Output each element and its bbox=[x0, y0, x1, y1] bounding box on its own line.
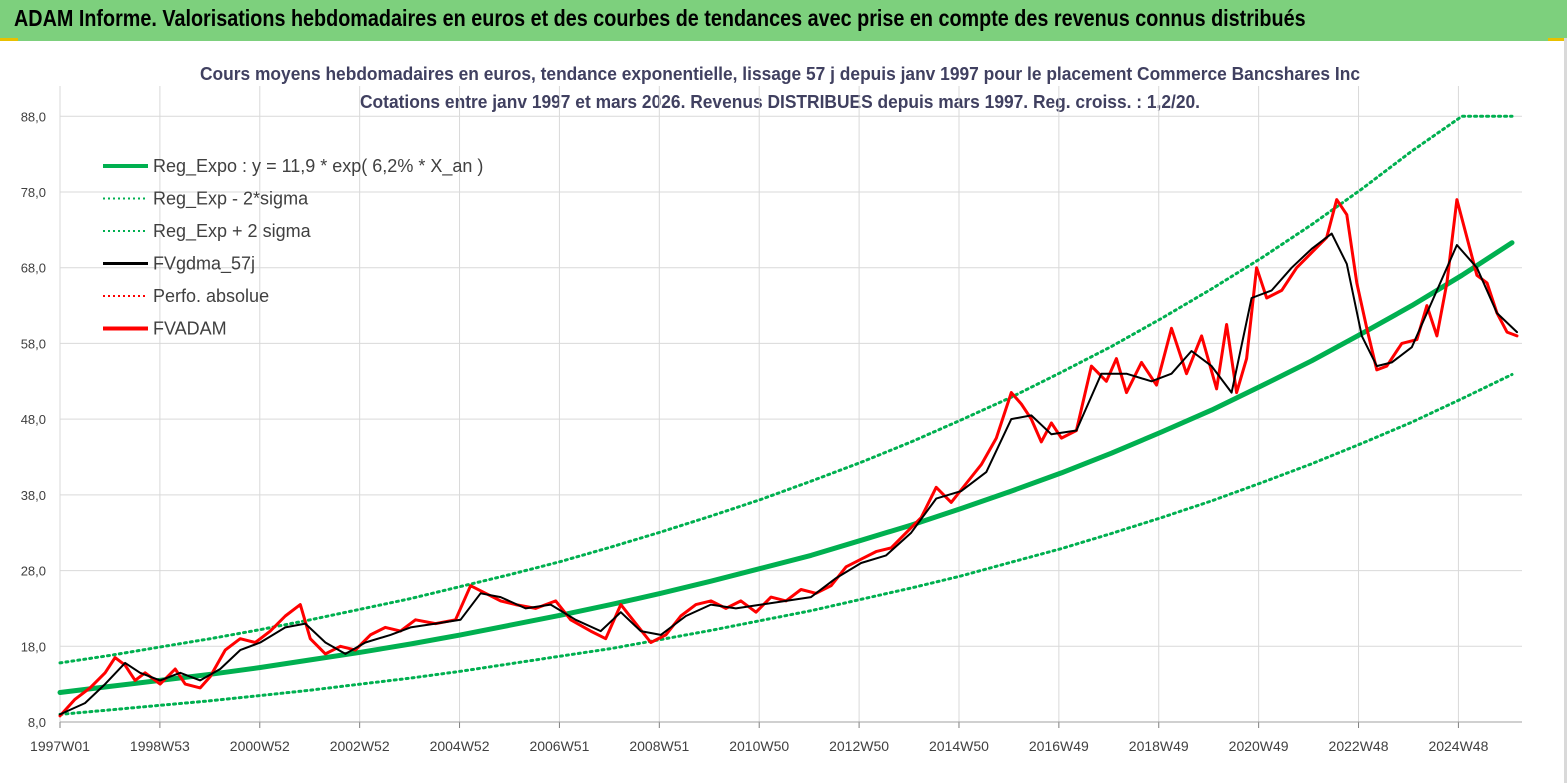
x-tick-label: 2010W50 bbox=[729, 738, 789, 754]
chart: Cours moyens hebdomadaires en euros, ten… bbox=[21, 64, 1522, 754]
x-tick-label: 2002W52 bbox=[330, 738, 390, 754]
y-axis: 8,0 18,0 28,0 38,0 48,0 58,0 68,0 78,0 88,0 bbox=[21, 109, 46, 730]
series-fvadam bbox=[58, 198, 1519, 718]
y-tick-label: 28,0 bbox=[21, 564, 46, 579]
y-tick-label: 58,0 bbox=[21, 336, 46, 351]
x-tick-label: 2022W48 bbox=[1329, 738, 1389, 754]
x-axis: 1997W01 1998W53 2000W52 2002W52 2004W52 2006W… bbox=[30, 721, 1522, 754]
frame-right-border bbox=[1564, 38, 1567, 783]
series-reg-minus-2sigma bbox=[58, 373, 1514, 716]
x-tick-label: 2018W49 bbox=[1129, 738, 1189, 754]
chart-subtitle: Cotations entre janv 1997 et mars 2026. … bbox=[360, 92, 1200, 112]
frame-top-border bbox=[0, 38, 1567, 41]
x-tick-label: 1997W01 bbox=[30, 738, 90, 754]
y-tick-label: 68,0 bbox=[21, 261, 46, 276]
x-tick-label: 2016W49 bbox=[1029, 738, 1089, 754]
header-bar: ADAM Informe. Valorisations hebdomadaire… bbox=[0, 0, 1567, 38]
y-tick-label: 78,0 bbox=[21, 185, 46, 200]
x-tick-label: 2004W52 bbox=[430, 738, 490, 754]
y-tick-label: 88,0 bbox=[21, 109, 46, 124]
legend-label: Perfo. absolue bbox=[153, 286, 269, 306]
series-reg-plus-2sigma bbox=[58, 114, 1514, 665]
series-reg-expo bbox=[57, 240, 1515, 695]
x-tick-label: 2006W51 bbox=[529, 738, 589, 754]
x-tick-label: 2012W50 bbox=[829, 738, 889, 754]
series-fvgdma bbox=[59, 232, 1518, 716]
legend-label: FVgdma_57j bbox=[153, 254, 255, 275]
legend-label: FVADAM bbox=[153, 319, 227, 339]
x-tick-label: 2014W50 bbox=[929, 738, 989, 754]
y-tick-label: 18,0 bbox=[21, 639, 46, 654]
y-tick-label: 48,0 bbox=[21, 412, 46, 427]
legend: Reg_Expo : y = 11,9 * exp( 6,2% * X_an )… bbox=[103, 156, 483, 339]
x-tick-label: 2008W51 bbox=[629, 738, 689, 754]
legend-label: Reg_Exp - 2*sigma bbox=[153, 189, 309, 210]
y-tick-label: 38,0 bbox=[21, 488, 46, 503]
y-tick-label: 8,0 bbox=[28, 715, 46, 730]
legend-label: Reg_Exp + 2 sigma bbox=[153, 221, 312, 242]
x-tick-label: 2000W52 bbox=[230, 738, 290, 754]
x-tick-label: 2020W49 bbox=[1229, 738, 1289, 754]
x-tick-label: 2024W48 bbox=[1428, 738, 1488, 754]
plot-area bbox=[57, 114, 1519, 718]
chart-title: Cours moyens hebdomadaires en euros, ten… bbox=[200, 64, 1360, 84]
x-tick-label: 1998W53 bbox=[130, 738, 190, 754]
legend-label: Reg_Expo : y = 11,9 * exp( 6,2% * X_an ) bbox=[153, 156, 483, 177]
page-title: ADAM Informe. Valorisations hebdomadaire… bbox=[14, 5, 1306, 31]
